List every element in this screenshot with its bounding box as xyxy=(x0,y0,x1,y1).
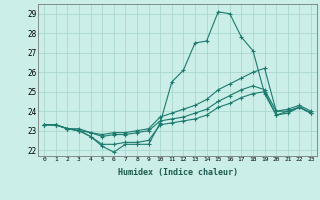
X-axis label: Humidex (Indice chaleur): Humidex (Indice chaleur) xyxy=(118,168,238,177)
